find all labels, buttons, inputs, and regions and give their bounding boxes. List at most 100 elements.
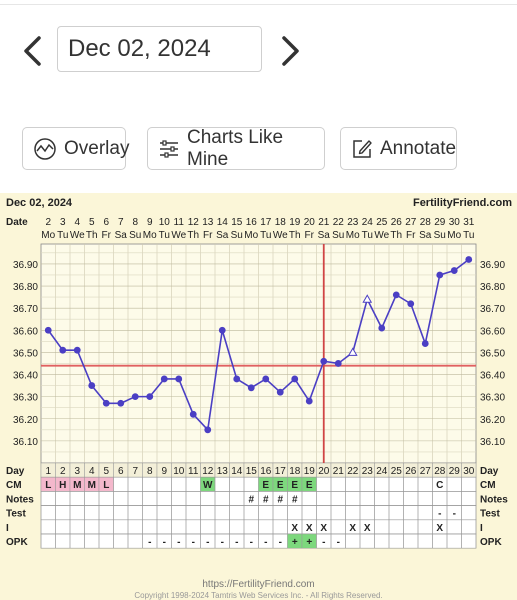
temperature-point[interactable]: [117, 399, 125, 407]
annotate-button[interactable]: Annotate: [340, 127, 457, 170]
temperature-point[interactable]: [204, 426, 212, 434]
row-cell-text: #: [292, 494, 298, 505]
row-label-left: Day: [6, 466, 25, 477]
row-label-left: I: [6, 523, 9, 534]
overlay-button[interactable]: Overlay: [22, 127, 129, 170]
previous-date-button[interactable]: [19, 36, 47, 66]
row-cell-text: +: [306, 537, 312, 548]
row-cell-text: 14: [231, 466, 243, 477]
temperature-point-open[interactable]: [362, 294, 373, 303]
row-cell: [461, 533, 477, 549]
temperature-point[interactable]: [334, 360, 342, 367]
row-cell-text: 9: [161, 466, 167, 477]
temperature-point[interactable]: [291, 375, 299, 383]
y-tick-label-right: 36.10: [480, 437, 505, 448]
temperature-point[interactable]: [189, 410, 197, 418]
row-cell-text: L: [45, 480, 51, 491]
weekday-tick-label: Mo: [244, 230, 258, 241]
temperature-point[interactable]: [305, 397, 313, 405]
row-cell-text: 24: [376, 466, 388, 477]
weekday-tick-label: Mo: [143, 230, 157, 241]
date-tick-label: 3: [60, 217, 66, 228]
y-tick-label-left: 36.70: [13, 304, 38, 315]
temperature-point[interactable]: [160, 375, 168, 383]
row-label-left: OPK: [6, 537, 28, 548]
temperature-point[interactable]: [465, 256, 473, 263]
date-tick-label: 19: [289, 217, 301, 228]
row-cell-text: E: [306, 480, 313, 491]
row-cell-text: -: [221, 537, 224, 548]
row-cell-text: X: [306, 523, 313, 534]
weekday-tick-label: We: [374, 230, 389, 241]
row-label-left: Test: [6, 509, 26, 520]
weekday-tick-label: Sa: [216, 230, 229, 241]
y-tick-label-left: 36.20: [13, 415, 38, 426]
temperature-point[interactable]: [88, 382, 96, 389]
annotate-label: Annotate: [380, 137, 457, 159]
chart-header-date: Dec 02, 2024: [6, 197, 73, 209]
date-input[interactable]: [57, 26, 262, 72]
next-date-button[interactable]: [276, 36, 304, 66]
temperature-point[interactable]: [378, 324, 386, 332]
date-row-label: Date: [6, 217, 28, 228]
row-cell-text: 19: [304, 466, 316, 477]
temperature-point[interactable]: [59, 346, 67, 354]
footer-url[interactable]: https://FertilityFriend.com: [202, 579, 315, 590]
row-cell-text: X: [349, 523, 356, 534]
temperature-point-open[interactable]: [347, 347, 358, 356]
temperature-point[interactable]: [262, 375, 270, 383]
weekday-tick-label: Sa: [419, 230, 432, 241]
weekday-tick-label: Su: [332, 230, 344, 241]
row-cell-text: 10: [173, 466, 185, 477]
row-cell-text: -: [438, 509, 441, 520]
weekday-tick-label: Th: [289, 230, 301, 241]
weekday-tick-label: Th: [86, 230, 98, 241]
row-label-left: Notes: [6, 494, 34, 505]
temperature-point[interactable]: [146, 393, 154, 401]
temperature-point[interactable]: [218, 326, 226, 334]
row-cell-text: -: [264, 537, 267, 548]
temperature-point[interactable]: [247, 384, 255, 392]
y-tick-label-left: 36.80: [13, 282, 38, 293]
date-tick-label: 27: [405, 217, 417, 228]
temperature-point[interactable]: [392, 291, 400, 299]
row-cell-text: #: [248, 494, 254, 505]
date-tick-label: 6: [103, 217, 109, 228]
temperature-point[interactable]: [131, 393, 139, 401]
row-label-right: Notes: [480, 494, 508, 505]
temperature-point[interactable]: [175, 375, 183, 383]
chart-header-site: FertilityFriend.com: [413, 197, 512, 209]
date-tick-label: 22: [333, 217, 345, 228]
row-cell-text: 1: [45, 466, 51, 477]
temperature-point[interactable]: [407, 300, 415, 308]
weekday-tick-label: Tu: [463, 230, 474, 241]
temperature-point[interactable]: [44, 326, 52, 334]
date-tick-label: 31: [463, 217, 475, 228]
row-cell-text: X: [320, 523, 327, 534]
temperature-point[interactable]: [421, 340, 429, 347]
weekday-tick-label: Tu: [159, 230, 170, 241]
date-tick-label: 15: [231, 217, 243, 228]
overlay-chart-icon: [34, 137, 56, 160]
temperature-point[interactable]: [233, 375, 241, 383]
weekday-tick-label: Th: [187, 230, 199, 241]
y-tick-label-left: 36.30: [13, 393, 38, 404]
edit-icon: [353, 139, 372, 158]
date-tick-label: 30: [449, 217, 461, 228]
row-cell-text: W: [203, 480, 213, 491]
temperature-point[interactable]: [73, 346, 81, 354]
date-tick-label: 13: [202, 217, 214, 228]
row-cell-text: 6: [118, 466, 124, 477]
row-cell-text: 12: [202, 466, 214, 477]
temperature-point[interactable]: [320, 357, 328, 365]
y-tick-label-right: 36.70: [480, 304, 505, 315]
charts-like-mine-button[interactable]: Charts Like Mine: [147, 127, 325, 170]
temperature-point[interactable]: [436, 271, 444, 279]
temperature-point[interactable]: [102, 399, 110, 407]
date-tick-label: 10: [159, 217, 171, 228]
temperature-point[interactable]: [450, 267, 458, 274]
weekday-tick-label: Fr: [305, 230, 315, 241]
row-cell-text: -: [322, 537, 325, 548]
temperature-point[interactable]: [276, 388, 284, 396]
date-tick-label: 5: [89, 217, 95, 228]
